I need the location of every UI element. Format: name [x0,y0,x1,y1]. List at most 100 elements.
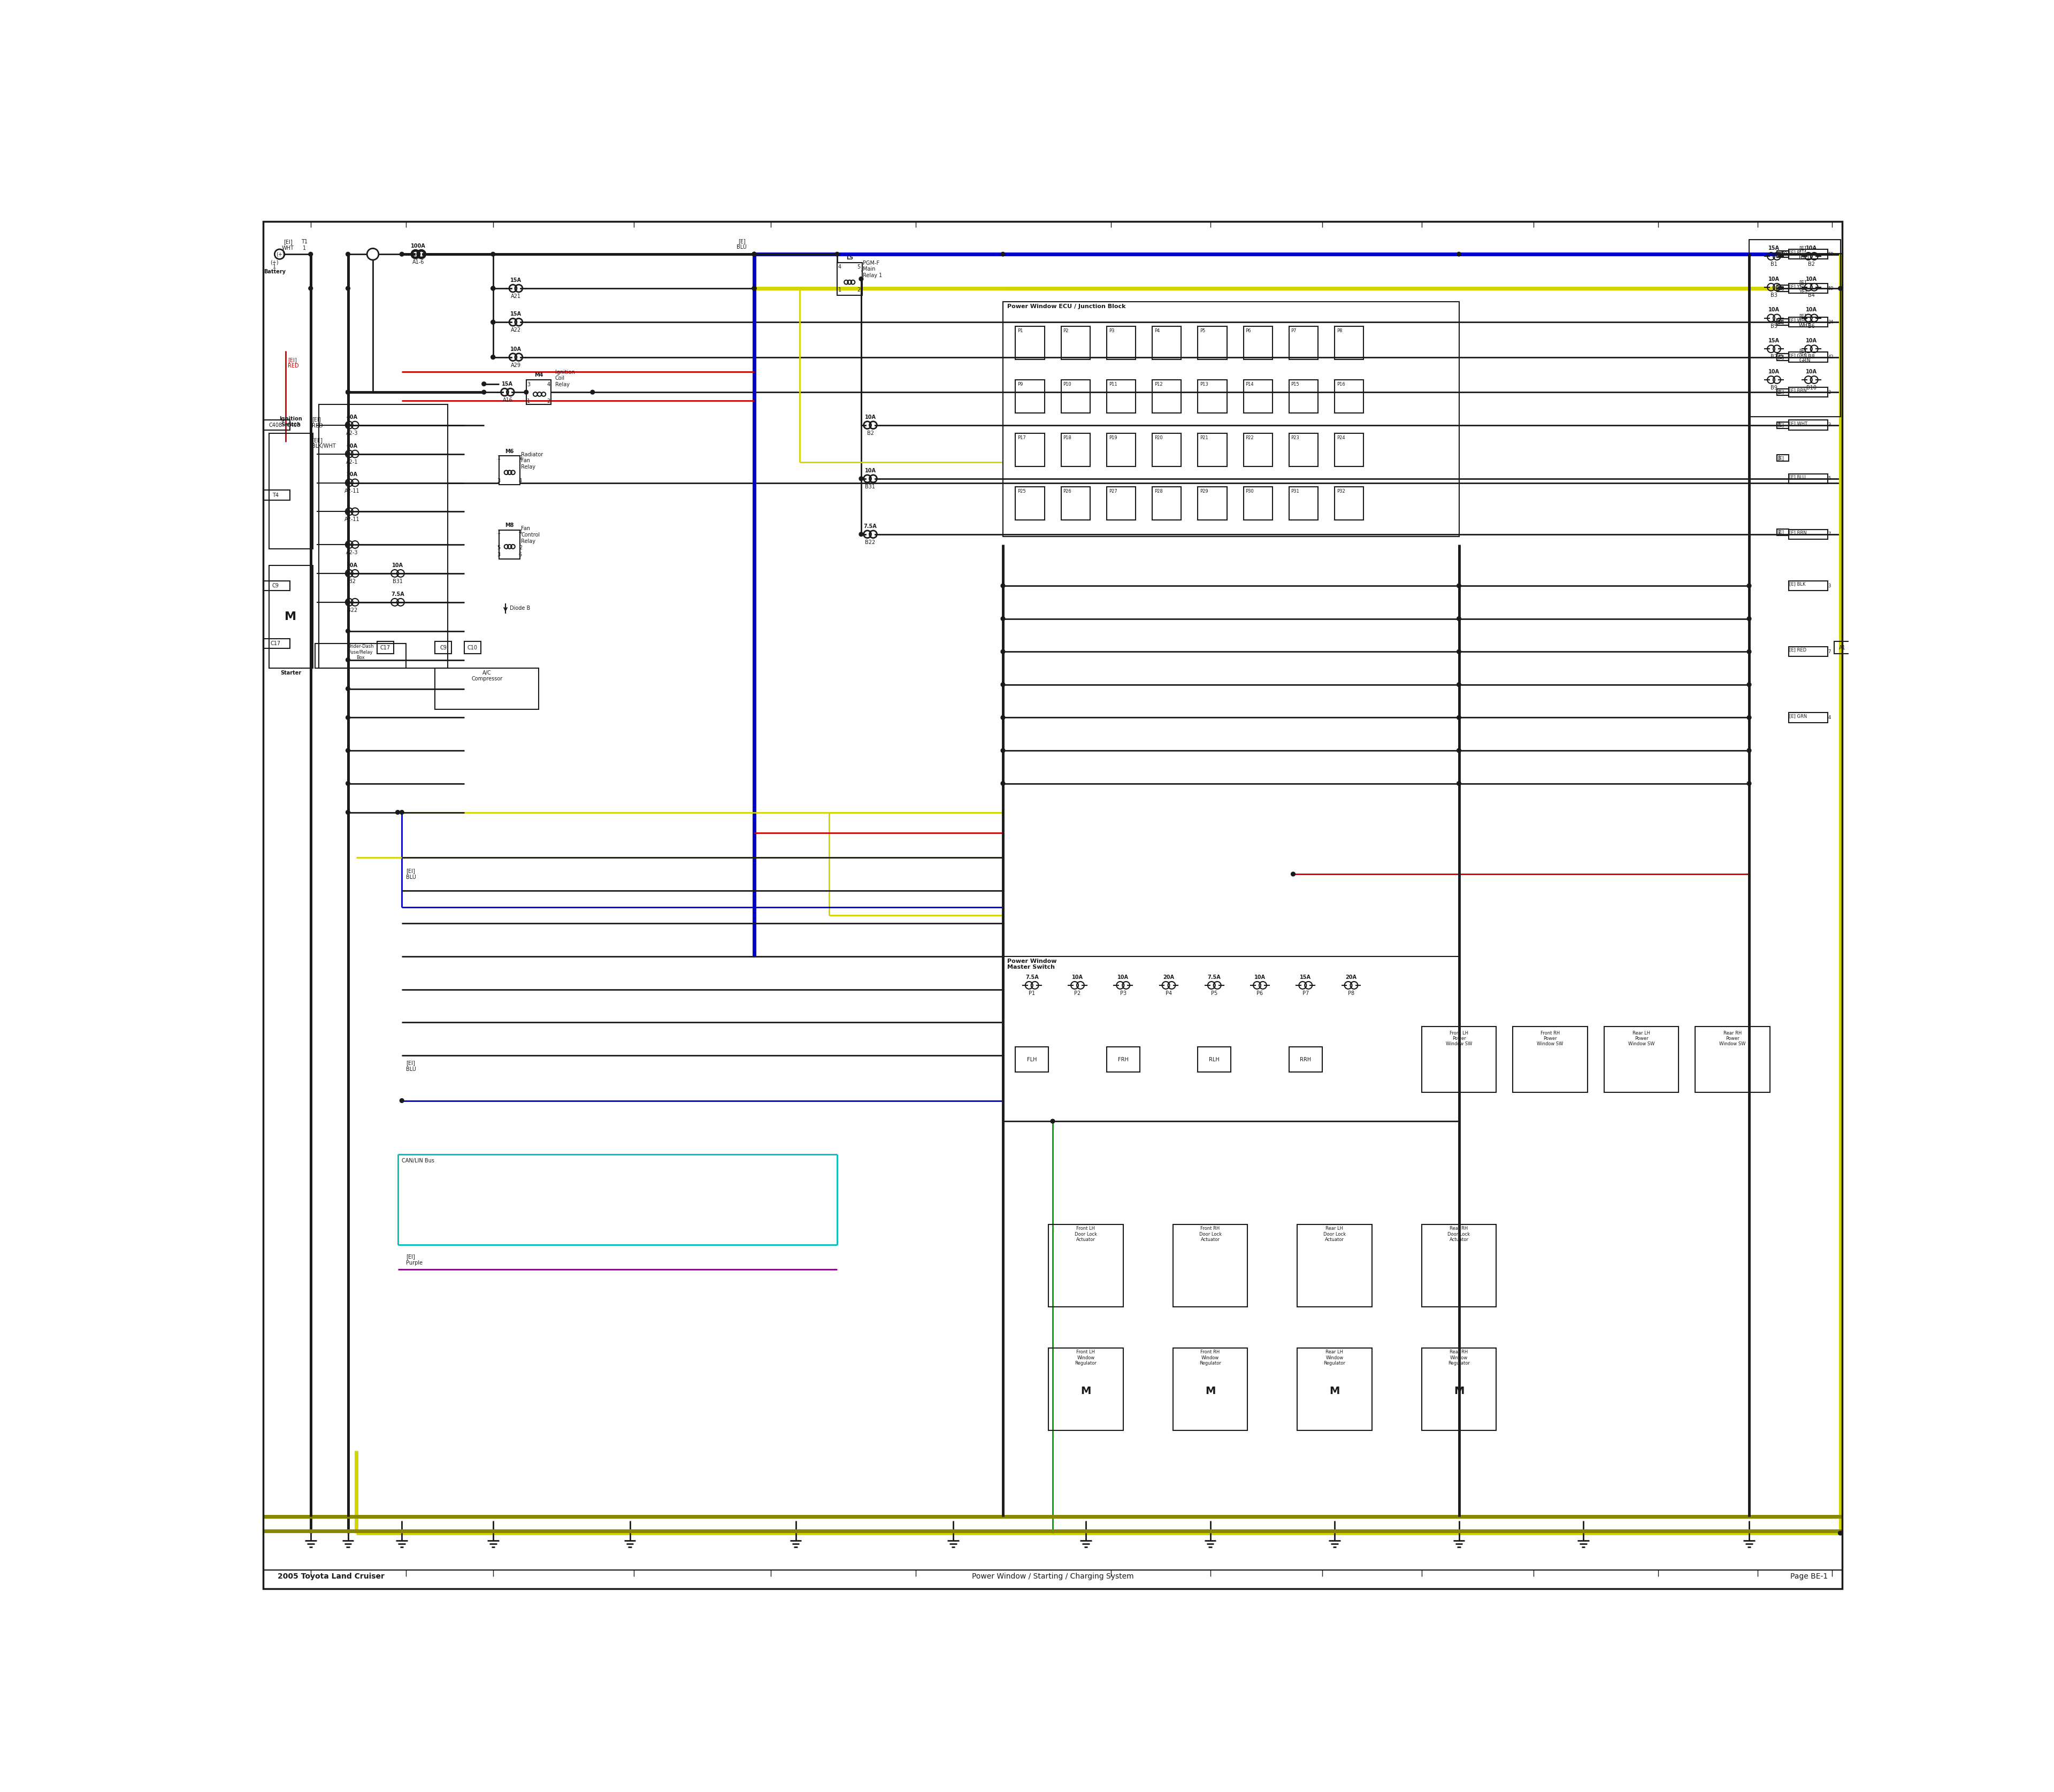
Text: 42: 42 [1777,355,1783,360]
Text: P1: P1 [1017,328,1023,333]
Circle shape [345,423,349,426]
Bar [1750,240,1840,418]
Bar [464,642,481,654]
Text: 6: 6 [520,552,522,557]
Text: P12: P12 [1154,382,1163,387]
Text: P19: P19 [1109,435,1117,441]
Text: Power Window ECU / Junction Block: Power Window ECU / Junction Block [1006,303,1126,308]
Bar [1777,455,1789,461]
Circle shape [345,452,349,455]
Text: P3: P3 [1119,991,1126,996]
Text: B9: B9 [1771,385,1777,391]
Text: B2: B2 [349,579,355,584]
Bar [1789,353,1828,362]
Text: [EI]
RED: [EI] RED [288,357,300,369]
Text: 3: 3 [497,478,501,484]
Bar [499,530,520,559]
Text: T1
1: T1 1 [302,240,308,251]
Text: [E]: [E] [1777,355,1785,360]
Text: P13: P13 [1200,382,1208,387]
Bar [1298,1224,1372,1306]
Text: 59: 59 [1828,251,1834,256]
Text: B22: B22 [865,539,875,545]
Text: 42: 42 [1828,355,1834,360]
Text: [EI]
WHT: [EI] WHT [281,240,294,251]
Text: Front LH
Window
Regulator: Front LH Window Regulator [1074,1349,1097,1366]
Text: 15A: 15A [509,312,522,317]
Text: Ignition
Switch: Ignition Switch [279,416,302,428]
Text: 10A: 10A [865,468,875,473]
Text: P30: P30 [1245,489,1253,495]
Text: 15A: 15A [509,278,522,283]
Text: 4: 4 [838,265,842,271]
Circle shape [345,391,349,394]
Text: [E] RED: [E] RED [1789,647,1808,652]
Text: (+): (+) [271,260,279,265]
Text: 10A: 10A [1805,246,1818,251]
Text: [E]: [E] [1777,319,1785,324]
Text: 24: 24 [1777,319,1783,324]
Text: 3: 3 [497,552,501,557]
Text: 15A: 15A [1300,975,1310,980]
Circle shape [1000,781,1004,785]
Bar [1107,1047,1140,1072]
Bar [1290,434,1319,466]
Text: A2-3: A2-3 [345,430,357,435]
Bar [435,642,452,654]
Bar [1604,1027,1678,1093]
Bar [526,380,550,405]
Bar [1789,473,1828,484]
Text: P7: P7 [1292,328,1296,333]
Circle shape [491,287,495,290]
Text: P8: P8 [1347,991,1354,996]
Circle shape [1000,715,1004,720]
Text: 2: 2 [546,398,550,403]
Text: Battery: Battery [263,269,286,274]
Text: P3: P3 [1109,328,1113,333]
Circle shape [752,253,756,256]
Text: [E]: [E] [1799,246,1805,251]
Text: CAN/LIN Bus: CAN/LIN Bus [403,1158,435,1163]
Text: Front RH
Window
Regulator: Front RH Window Regulator [1200,1349,1222,1366]
Text: Rear RH
Window
Regulator: Rear RH Window Regulator [1448,1349,1471,1366]
Text: 59: 59 [1828,287,1834,290]
Bar [1789,387,1828,398]
Text: P1: P1 [1029,991,1035,996]
Bar [378,642,394,654]
Text: C17: C17 [380,645,390,650]
Circle shape [491,321,495,324]
Text: 10A: 10A [1768,306,1779,312]
Bar [1789,581,1828,591]
Circle shape [345,287,349,290]
Circle shape [752,287,756,290]
Text: [E]: [E] [1777,355,1785,360]
Text: 4: 4 [520,478,522,484]
Text: WHT: WHT [1799,323,1812,328]
Bar [1290,487,1319,520]
Text: A1: A1 [1838,645,1847,650]
Text: 10A: 10A [509,346,522,351]
Bar [1777,319,1789,326]
Text: 7: 7 [1777,530,1781,534]
Bar [263,491,290,500]
Text: Front RH
Door Lock
Actuator: Front RH Door Lock Actuator [1200,1226,1222,1242]
Circle shape [1838,287,1842,290]
Text: 1: 1 [273,263,275,269]
Text: B6: B6 [1808,323,1816,328]
Text: P29: P29 [1200,489,1208,495]
Bar [1243,487,1271,520]
Circle shape [491,287,495,290]
Bar [1335,434,1364,466]
Bar [1152,487,1181,520]
Circle shape [1000,649,1004,654]
Text: [E]
BLU: [E] BLU [737,238,748,251]
Text: [E]: [E] [1777,389,1785,394]
Text: P9: P9 [1017,382,1023,387]
Text: 20A: 20A [1345,975,1358,980]
Text: RLH: RLH [1210,1057,1220,1063]
Circle shape [396,810,401,814]
Text: 10A: 10A [347,563,357,568]
Circle shape [483,391,487,394]
Circle shape [345,253,349,256]
Text: 3: 3 [1828,423,1830,428]
